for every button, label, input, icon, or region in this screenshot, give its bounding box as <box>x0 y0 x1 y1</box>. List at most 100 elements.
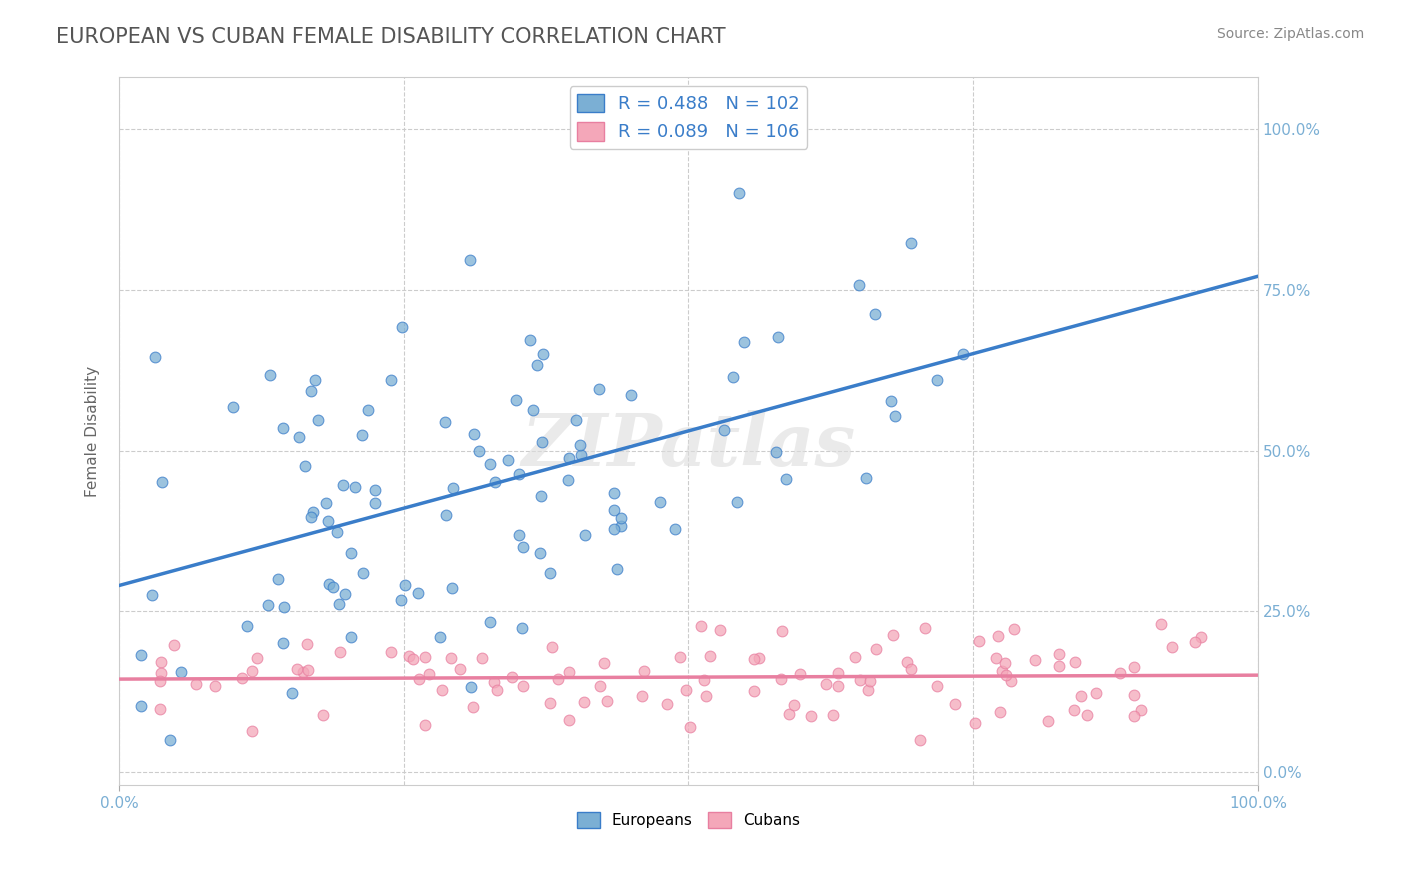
Point <box>150 475 173 489</box>
Point <box>648 495 671 509</box>
Point <box>408 673 430 687</box>
Point <box>814 677 837 691</box>
Point <box>441 481 464 495</box>
Point <box>1036 714 1059 729</box>
Point <box>522 403 544 417</box>
Point <box>858 682 880 697</box>
Point <box>441 581 464 595</box>
Point <box>1108 665 1130 680</box>
Point <box>141 588 163 602</box>
Point <box>991 664 1014 678</box>
Point <box>821 708 844 723</box>
Point <box>150 666 173 681</box>
Point <box>292 665 315 679</box>
Point <box>129 698 152 713</box>
Point <box>297 637 319 651</box>
Point <box>463 427 485 442</box>
Point <box>558 450 581 465</box>
Point <box>693 673 716 687</box>
Point <box>526 358 548 372</box>
Point <box>914 622 936 636</box>
Point <box>609 511 631 525</box>
Point <box>508 527 530 541</box>
Point <box>1064 655 1087 669</box>
Point <box>1047 648 1070 662</box>
Point <box>271 421 294 435</box>
Point <box>304 373 326 387</box>
Point <box>557 665 579 680</box>
Point <box>727 186 749 201</box>
Point <box>603 502 626 516</box>
Point <box>664 522 686 536</box>
Point <box>308 413 330 427</box>
Point <box>631 690 654 704</box>
Point <box>458 253 481 268</box>
Point <box>679 720 702 734</box>
Point <box>505 393 527 408</box>
Point <box>880 394 903 409</box>
Point <box>484 475 506 489</box>
Point <box>540 640 562 655</box>
Point <box>844 650 866 665</box>
Point <box>695 689 717 703</box>
Point <box>610 518 633 533</box>
Text: EUROPEAN VS CUBAN FEMALE DISABILITY CORRELATION CHART: EUROPEAN VS CUBAN FEMALE DISABILITY CORR… <box>56 27 725 46</box>
Point <box>925 373 948 387</box>
Point <box>259 368 281 383</box>
Point <box>1063 702 1085 716</box>
Point <box>316 514 339 528</box>
Point <box>595 694 617 708</box>
Point <box>865 307 887 321</box>
Point <box>1049 659 1071 673</box>
Point <box>311 707 333 722</box>
Point <box>1149 617 1171 632</box>
Point <box>1189 630 1212 644</box>
Point <box>322 580 344 594</box>
Point <box>364 483 387 497</box>
Point <box>352 566 374 580</box>
Point <box>568 438 591 452</box>
Point <box>479 457 502 471</box>
Point <box>508 467 530 482</box>
Point <box>285 662 308 676</box>
Point <box>329 645 352 659</box>
Point <box>340 630 363 644</box>
Point <box>1002 622 1025 636</box>
Point <box>569 449 592 463</box>
Point <box>1160 640 1182 655</box>
Point <box>273 635 295 649</box>
Point <box>432 682 454 697</box>
Point <box>742 652 765 666</box>
Point <box>1084 686 1107 700</box>
Point <box>655 697 678 711</box>
Point <box>768 330 790 344</box>
Point <box>606 562 628 576</box>
Point <box>418 667 440 681</box>
Point <box>592 656 614 670</box>
Point <box>184 677 207 691</box>
Point <box>574 528 596 542</box>
Point <box>994 656 1017 670</box>
Point <box>859 673 882 688</box>
Point <box>288 430 311 444</box>
Point <box>394 578 416 592</box>
Point <box>434 508 457 522</box>
Point <box>471 650 494 665</box>
Point <box>574 695 596 709</box>
Point <box>963 715 986 730</box>
Point <box>149 655 172 669</box>
Point <box>148 674 170 689</box>
Point <box>827 679 849 693</box>
Point <box>340 546 363 560</box>
Point <box>512 540 534 554</box>
Point <box>538 696 561 710</box>
Point <box>149 701 172 715</box>
Point <box>332 478 354 492</box>
Point <box>721 370 744 384</box>
Point <box>927 679 949 693</box>
Point <box>240 664 263 678</box>
Point <box>547 672 569 686</box>
Point <box>402 652 425 666</box>
Point <box>588 382 610 396</box>
Point <box>908 733 931 747</box>
